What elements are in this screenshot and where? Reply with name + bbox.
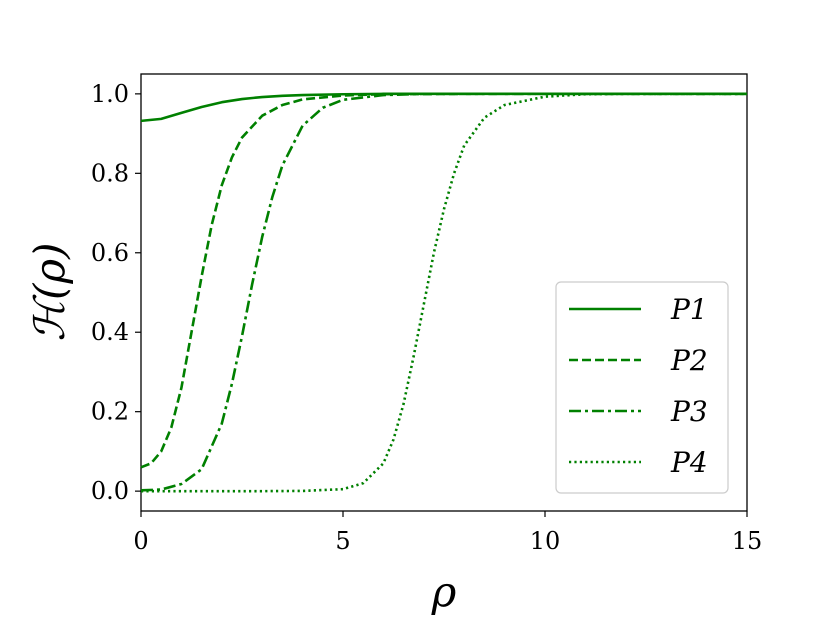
x-tick-label: 5	[335, 527, 350, 555]
legend-entries: P1 P2 P3 P4	[569, 293, 708, 479]
y-tick-label: 1.0	[91, 80, 129, 108]
legend-label-p1: P1	[670, 293, 708, 326]
legend-box	[555, 281, 729, 494]
x-axis-label: ρ	[431, 567, 457, 616]
y-tick-label: 0.8	[91, 159, 129, 187]
y-tick-label: 0.0	[91, 477, 129, 505]
series-line-p3	[140, 92, 747, 492]
series-line-p4	[141, 92, 747, 493]
series-layer	[140, 92, 747, 493]
ticks-layer: 0 5 10 15 0.0 0.2 0.4 0.6 0.8 1.0	[91, 80, 762, 555]
legend-label-p2: P2	[670, 344, 708, 377]
y-tick-label: 0.6	[91, 239, 129, 267]
x-tick-label: 15	[732, 527, 763, 555]
y-tick-label: 0.2	[91, 398, 129, 426]
legend-label-p4: P4	[670, 446, 708, 479]
x-tick-label: 0	[133, 527, 148, 555]
y-axis-label: ℋ(ρ)	[25, 243, 74, 342]
x-tick-label: 10	[530, 527, 561, 555]
series-line-p2	[140, 92, 747, 469]
legend-label-p3: P3	[670, 395, 708, 428]
legend: P1 P2 P3 P4	[555, 281, 729, 494]
y-tick-label: 0.4	[91, 318, 129, 346]
